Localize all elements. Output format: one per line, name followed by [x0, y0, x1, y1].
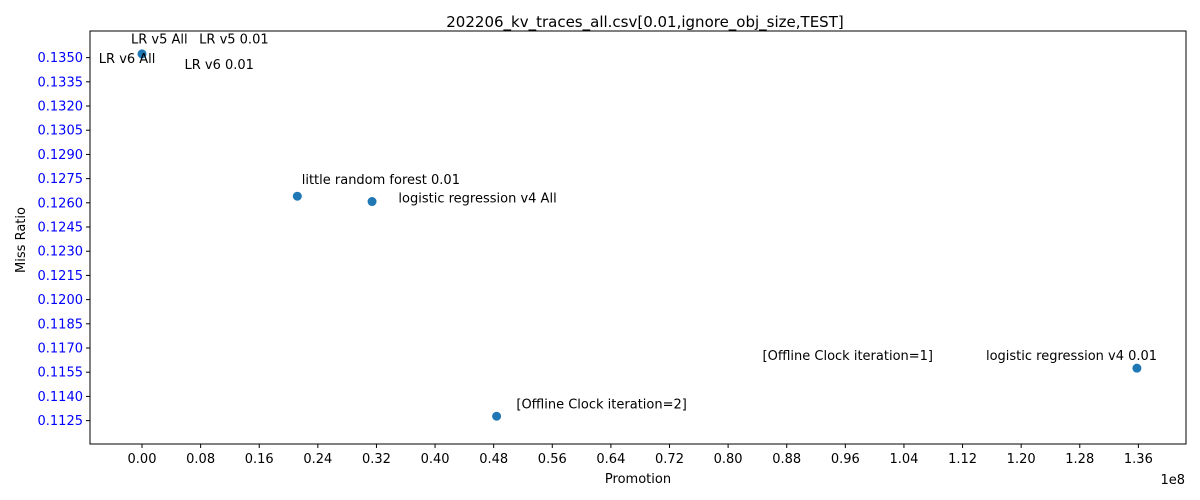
annotations: LR v5 All LR v5 0.01 LR v6 All LR v6 0.01 li…: [99, 32, 1157, 412]
y-axis-label: Miss Ratio: [14, 207, 29, 273]
x-tick-label: 0.48: [479, 452, 508, 467]
plot-area: [89, 30, 1187, 445]
point-annotation: LR v6 0.01: [185, 58, 254, 73]
y-tick-label: 0.1170: [38, 342, 84, 357]
x-tick-label: 1.20: [1007, 452, 1036, 467]
point-annotation: [Offline Clock iteration=1]: [763, 349, 933, 364]
point-annotation: LR v5 0.01: [199, 32, 268, 47]
x-tick-label: 0.56: [538, 452, 567, 467]
x-tick-label: 0.72: [655, 452, 684, 467]
x-axis-offset-label: 1e8: [1160, 473, 1185, 488]
x-tick-label: 0.16: [245, 452, 274, 467]
y-tick-label: 0.1260: [38, 196, 84, 211]
point-annotation: LR v6 All: [99, 52, 156, 67]
x-tick-label: 1.04: [889, 452, 918, 467]
x-tick-label: 0.32: [362, 452, 391, 467]
x-tick-label: 1.28: [1065, 452, 1094, 467]
y-tick-label: 0.1140: [38, 390, 84, 405]
point-annotation: little random forest 0.01: [302, 173, 460, 188]
y-tick-label: 0.1245: [38, 221, 84, 236]
y-tick-label: 0.1155: [38, 366, 84, 381]
x-axis: 0.00 0.08 0.16 0.24 0.32 0.40 0.48 0.56 0.64 0.72…: [128, 444, 1153, 467]
y-tick-label: 0.1185: [38, 317, 84, 332]
x-tick-label: 0.00: [128, 452, 157, 467]
point-annotation: logistic regression v4 0.01: [986, 349, 1157, 364]
point-annotation: [Offline Clock iteration=2]: [516, 397, 686, 412]
data-point: [1132, 363, 1142, 373]
x-tick-label: 0.96: [831, 452, 860, 467]
y-tick-label: 0.1215: [38, 269, 84, 284]
data-points: [137, 49, 1142, 421]
y-tick-label: 0.1305: [38, 124, 84, 139]
chart-title: 202206_kv_traces_all.csv[0.01,ignore_obj…: [446, 13, 843, 32]
data-point: [367, 197, 377, 207]
data-point: [292, 191, 302, 201]
x-axis-label: Promotion: [605, 472, 671, 487]
data-point: [492, 411, 502, 421]
x-tick-label: 0.80: [714, 452, 743, 467]
x-tick-label: 0.40: [421, 452, 450, 467]
x-tick-label: 1.12: [948, 452, 977, 467]
y-tick-label: 0.1230: [38, 245, 84, 260]
y-tick-label: 0.1350: [38, 51, 84, 66]
x-tick-label: 1.36: [1124, 452, 1153, 467]
y-axis: 0.1125 0.1140 0.1155 0.1170 0.1185 0.1200 0.12…: [38, 51, 90, 429]
x-tick-label: 0.08: [186, 452, 215, 467]
y-tick-label: 0.1275: [38, 172, 84, 187]
y-tick-label: 0.1125: [38, 414, 84, 429]
x-tick-label: 0.88: [772, 452, 801, 467]
y-tick-label: 0.1290: [38, 148, 84, 163]
y-tick-label: 0.1200: [38, 293, 84, 308]
data-point: [137, 49, 147, 59]
x-tick-label: 0.24: [303, 452, 332, 467]
y-tick-label: 0.1335: [38, 75, 84, 90]
y-tick-label: 0.1320: [38, 100, 84, 115]
point-annotation: logistic regression v4 All: [398, 192, 556, 207]
point-annotation: LR v5 All: [131, 32, 188, 47]
x-tick-label: 0.64: [596, 452, 625, 467]
